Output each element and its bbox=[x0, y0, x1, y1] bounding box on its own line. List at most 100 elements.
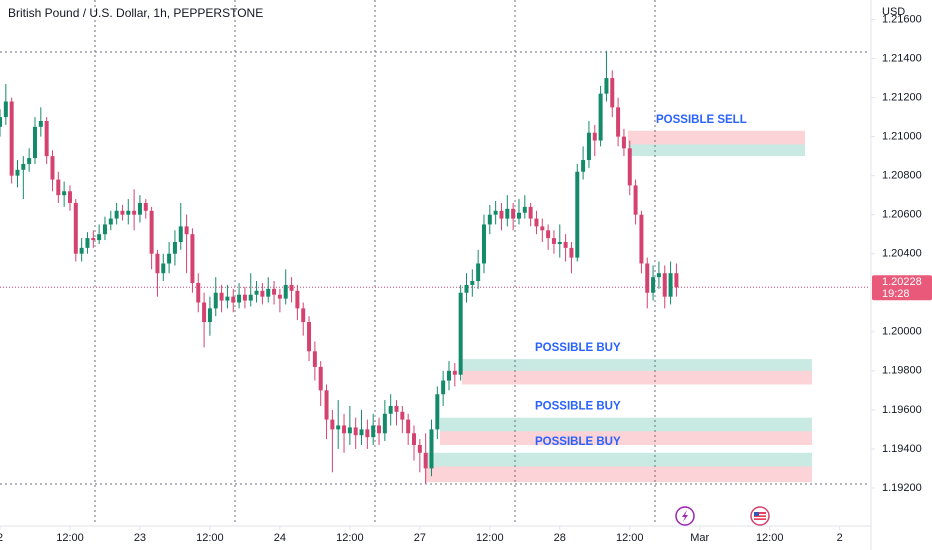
flag-icon bbox=[754, 512, 766, 520]
candle-body bbox=[668, 273, 673, 297]
price-tag bbox=[872, 275, 932, 301]
candle-body bbox=[470, 281, 475, 285]
candle-body bbox=[371, 425, 376, 438]
candle-body bbox=[272, 288, 277, 295]
candle-body bbox=[21, 163, 26, 170]
candle-body bbox=[167, 253, 172, 264]
candle-body bbox=[73, 202, 78, 254]
candle-body bbox=[207, 308, 212, 323]
x-tick-label: 12:00 bbox=[56, 532, 84, 544]
y-tick-label: 1.20600 bbox=[882, 209, 922, 221]
y-tick-label: 1.21000 bbox=[882, 131, 922, 143]
y-tick-label: 1.19200 bbox=[882, 482, 922, 494]
x-tick-label: 12:00 bbox=[616, 532, 644, 544]
y-tick-label: 1.20000 bbox=[882, 326, 922, 338]
candle-body bbox=[633, 185, 638, 215]
candle-body bbox=[598, 93, 603, 141]
x-tick-label: 12:00 bbox=[336, 532, 364, 544]
candle-body bbox=[231, 296, 236, 303]
candle-body bbox=[277, 294, 282, 299]
candle-body bbox=[114, 210, 119, 219]
lightning-icon bbox=[682, 510, 688, 522]
x-tick-label: 24 bbox=[274, 532, 286, 544]
candle-body bbox=[155, 253, 160, 274]
candle-body bbox=[382, 413, 387, 434]
candle-body bbox=[342, 425, 347, 434]
candle-body bbox=[44, 121, 49, 157]
candle-body bbox=[301, 308, 306, 323]
candle-body bbox=[102, 224, 107, 235]
candle-body bbox=[9, 101, 14, 176]
candle-body bbox=[248, 294, 253, 301]
candle-body bbox=[441, 380, 446, 395]
zone-upper bbox=[628, 130, 805, 145]
candle-body bbox=[511, 208, 516, 219]
candle-body bbox=[546, 230, 551, 239]
candle-body bbox=[423, 452, 428, 469]
candle-body bbox=[196, 282, 201, 303]
candle-body bbox=[38, 121, 43, 127]
candle-body bbox=[190, 234, 195, 283]
candle-body bbox=[406, 419, 411, 434]
candle-body bbox=[639, 214, 644, 264]
candle-body bbox=[85, 238, 90, 248]
candle-body bbox=[62, 191, 67, 196]
candle-body bbox=[324, 390, 329, 420]
candle-body bbox=[581, 160, 586, 172]
y-tick-label: 1.20800 bbox=[882, 170, 922, 182]
candle-body bbox=[429, 429, 434, 469]
candle-body bbox=[388, 405, 393, 414]
candles bbox=[0, 50, 679, 485]
candle-body bbox=[161, 263, 166, 274]
candle-body bbox=[610, 78, 615, 108]
candle-body bbox=[604, 78, 609, 94]
candle-body bbox=[394, 405, 399, 412]
candle-body bbox=[0, 117, 2, 127]
x-tick-label: Mar bbox=[690, 532, 709, 544]
candle-body bbox=[627, 148, 632, 186]
candle-body bbox=[446, 370, 451, 381]
x-tick-label: 2 bbox=[837, 532, 843, 544]
candle-body bbox=[27, 158, 32, 164]
zone-label: POSSIBLE BUY bbox=[535, 436, 621, 448]
candle-body bbox=[254, 290, 259, 295]
candle-body bbox=[493, 210, 498, 215]
candle-body bbox=[330, 419, 335, 430]
candle-body bbox=[365, 429, 370, 438]
candle-body bbox=[219, 292, 224, 301]
candle-body bbox=[551, 238, 556, 244]
candle-body bbox=[400, 411, 405, 420]
candle-body bbox=[143, 202, 148, 211]
candle-body bbox=[586, 132, 591, 161]
price-tag-countdown: 19:28 bbox=[882, 288, 910, 300]
y-tick-label: 1.19600 bbox=[882, 404, 922, 416]
candle-body bbox=[505, 208, 510, 219]
candle-body bbox=[213, 292, 218, 309]
candle-body bbox=[435, 394, 440, 430]
candle-body bbox=[534, 218, 539, 227]
x-tick-label: 12:00 bbox=[476, 532, 504, 544]
candle-body bbox=[126, 210, 131, 215]
candle-body bbox=[318, 366, 323, 391]
zone-upper bbox=[425, 452, 812, 467]
event-icons bbox=[675, 506, 770, 526]
candle-body bbox=[476, 263, 481, 282]
candle-body bbox=[464, 284, 469, 293]
candle-body bbox=[178, 226, 183, 243]
candle-body bbox=[172, 242, 177, 254]
y-tick-label: 1.21600 bbox=[882, 13, 922, 25]
candle-body bbox=[50, 156, 55, 180]
y-tick-label: 1.19800 bbox=[882, 365, 922, 377]
candle-body bbox=[225, 296, 230, 301]
candle-body bbox=[563, 242, 568, 248]
flag-icon bbox=[754, 512, 759, 516]
candle-body bbox=[97, 234, 102, 241]
candle-body bbox=[616, 107, 621, 137]
candle-body bbox=[283, 284, 288, 299]
candle-body bbox=[79, 247, 84, 254]
zone-label: POSSIBLE BUY bbox=[535, 342, 621, 354]
candle-body bbox=[289, 284, 294, 291]
candle-body bbox=[540, 226, 545, 231]
zone-lower bbox=[425, 466, 812, 483]
candle-body bbox=[458, 292, 463, 375]
